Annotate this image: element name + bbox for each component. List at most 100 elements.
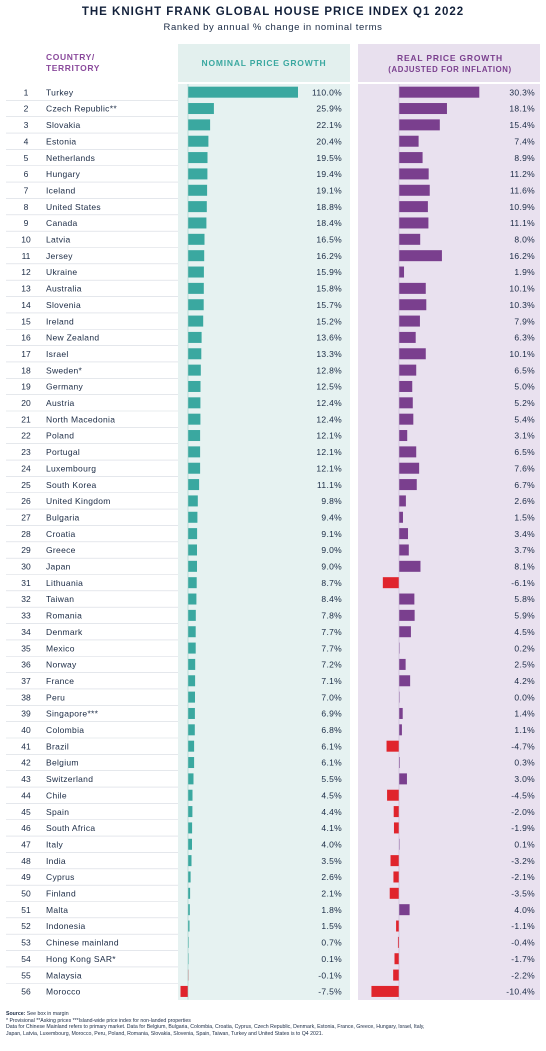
country-label: Chile bbox=[46, 790, 67, 800]
rank-label: 29 bbox=[21, 545, 31, 555]
nominal-value-label: 8.7% bbox=[321, 578, 342, 588]
rank-label: 10 bbox=[21, 235, 31, 245]
nominal-value-label: 9.4% bbox=[321, 512, 342, 522]
nominal-value-label: 13.3% bbox=[316, 349, 342, 359]
nominal-bar bbox=[188, 331, 202, 343]
real-bar bbox=[399, 593, 415, 605]
real-value-label: -1.9% bbox=[511, 823, 535, 833]
country-label: Lithuania bbox=[46, 578, 83, 588]
real-bar bbox=[387, 789, 399, 801]
nominal-value-label: 2.6% bbox=[321, 872, 342, 882]
nominal-bar bbox=[188, 822, 193, 834]
real-value-label: 5.8% bbox=[514, 594, 535, 604]
nominal-bar bbox=[188, 724, 195, 736]
nominal-bar bbox=[180, 985, 188, 997]
real-value-label: 5.2% bbox=[514, 398, 535, 408]
nominal-value-label: 7.1% bbox=[321, 676, 342, 686]
real-bar bbox=[371, 985, 399, 997]
rank-label: 44 bbox=[21, 790, 31, 800]
real-bar bbox=[399, 364, 417, 376]
real-bar bbox=[399, 282, 426, 294]
nominal-bar bbox=[188, 691, 195, 703]
real-bar bbox=[396, 920, 399, 932]
real-panel bbox=[358, 84, 540, 1000]
real-value-label: 10.1% bbox=[509, 349, 535, 359]
nominal-value-label: 0.1% bbox=[321, 954, 342, 964]
real-value-label: 11.1% bbox=[510, 218, 535, 228]
footer-note-1: * Provisional **Asking prices ***Island-… bbox=[6, 1017, 191, 1024]
real-value-label: 5.0% bbox=[514, 382, 535, 392]
real-bar bbox=[399, 773, 407, 785]
rank-label: 9 bbox=[24, 218, 29, 228]
nominal-bar bbox=[188, 806, 193, 818]
real-value-label: 10.9% bbox=[509, 202, 535, 212]
real-value-label: -2.2% bbox=[511, 970, 535, 980]
country-label: Croatia bbox=[46, 529, 76, 539]
rank-label: 50 bbox=[21, 889, 31, 899]
nominal-bar bbox=[188, 299, 204, 311]
rank-label: 18 bbox=[21, 365, 31, 375]
real-value-label: 3.4% bbox=[514, 529, 535, 539]
nominal-bar bbox=[188, 789, 193, 801]
nominal-value-label: 7.2% bbox=[321, 660, 342, 670]
nominal-bar bbox=[188, 233, 205, 245]
country-label: Hungary bbox=[46, 169, 81, 179]
real-bar bbox=[399, 658, 406, 670]
table-rows: 1 Turkey 110.0% 30.3%2 Czech Republic** 25.9%… bbox=[6, 84, 535, 1000]
real-value-label: 4.2% bbox=[514, 676, 535, 686]
rank-label: 46 bbox=[21, 823, 31, 833]
rank-label: 1 bbox=[24, 87, 29, 97]
real-value-label: 4.0% bbox=[514, 905, 535, 915]
nominal-value-label: 12.1% bbox=[316, 431, 342, 441]
country-label: Turkey bbox=[46, 87, 74, 97]
country-label: Cyprus bbox=[46, 872, 75, 882]
real-value-label: 3.7% bbox=[514, 545, 535, 555]
nominal-value-label: 6.1% bbox=[321, 741, 342, 751]
real-bar bbox=[393, 969, 399, 981]
rank-label: 47 bbox=[21, 839, 31, 849]
nominal-bar bbox=[188, 495, 198, 507]
rank-label: 37 bbox=[21, 676, 31, 686]
nominal-bar bbox=[188, 544, 197, 556]
nominal-bar bbox=[188, 658, 196, 670]
footer-note-3: Japan, Latvia, Luxembourg, Morocco, Peru… bbox=[6, 1030, 324, 1037]
real-bar bbox=[399, 707, 403, 719]
real-value-label: 0.2% bbox=[514, 643, 535, 653]
country-label: Morocco bbox=[46, 987, 81, 997]
nominal-value-label: 1.8% bbox=[321, 905, 342, 915]
nominal-value-label: 110.0% bbox=[312, 87, 342, 97]
nominal-bar bbox=[188, 887, 191, 899]
rank-label: 55 bbox=[21, 970, 31, 980]
country-label: Malaysia bbox=[46, 970, 82, 980]
country-label: Peru bbox=[46, 692, 65, 702]
nominal-bar bbox=[188, 757, 195, 769]
nominal-value-label: 25.9% bbox=[316, 104, 342, 114]
real-value-label: 6.3% bbox=[514, 333, 535, 343]
nominal-header-bg bbox=[178, 44, 350, 82]
nominal-bar bbox=[188, 135, 209, 147]
real-bar bbox=[399, 560, 421, 572]
rank-label: 35 bbox=[21, 643, 31, 653]
nominal-bar bbox=[188, 446, 201, 458]
rank-label: 3 bbox=[24, 120, 29, 130]
country-label: Ukraine bbox=[46, 267, 77, 277]
real-value-label: 5.4% bbox=[514, 414, 535, 424]
country-label: Latvia bbox=[46, 235, 70, 245]
real-value-label: -2.1% bbox=[511, 872, 535, 882]
rank-label: 11 bbox=[22, 251, 31, 261]
real-bar bbox=[399, 462, 420, 474]
rank-label: 52 bbox=[21, 921, 31, 931]
country-label: Belgium bbox=[46, 758, 79, 768]
country-label: Slovenia bbox=[46, 300, 81, 310]
nominal-value-label: 6.8% bbox=[321, 725, 342, 735]
country-label: Poland bbox=[46, 431, 74, 441]
real-bar bbox=[390, 855, 399, 867]
country-label: Chinese mainland bbox=[46, 938, 119, 948]
nominal-value-label: 6.1% bbox=[321, 758, 342, 768]
real-value-label: 15.4% bbox=[509, 120, 535, 130]
real-value-label: 30.3% bbox=[509, 87, 535, 97]
country-label: Greece bbox=[46, 545, 76, 555]
chart-subtitle: Ranked by annual % change in nominal ter… bbox=[163, 22, 383, 33]
real-value-label: 10.1% bbox=[509, 284, 535, 294]
nominal-bar bbox=[188, 593, 197, 605]
